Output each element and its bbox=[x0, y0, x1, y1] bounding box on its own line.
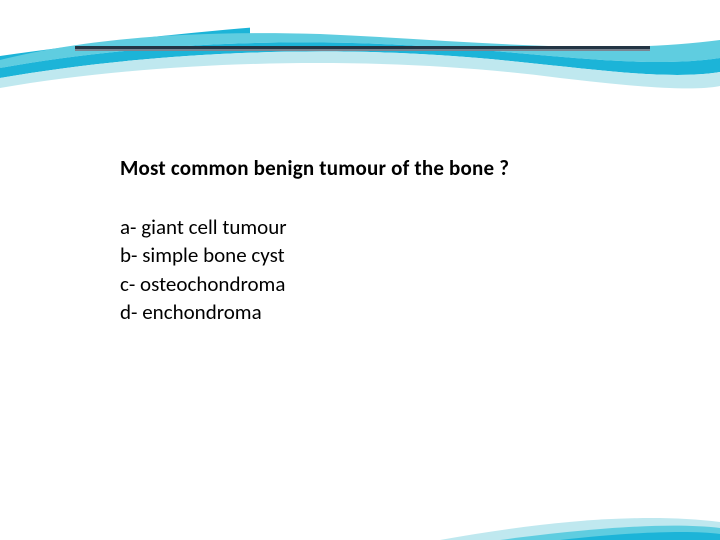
option-a: a- giant cell tumour bbox=[120, 213, 640, 241]
slide-content: Most common benign tumour of the bone ? … bbox=[120, 155, 640, 326]
option-c: c- osteochondroma bbox=[120, 270, 640, 298]
option-d: d- enchondroma bbox=[120, 298, 640, 326]
options-list: a- giant cell tumour b- simple bone cyst… bbox=[120, 213, 640, 326]
question-text: Most common benign tumour of the bone ? bbox=[120, 155, 640, 181]
option-b: b- simple bone cyst bbox=[120, 241, 640, 269]
